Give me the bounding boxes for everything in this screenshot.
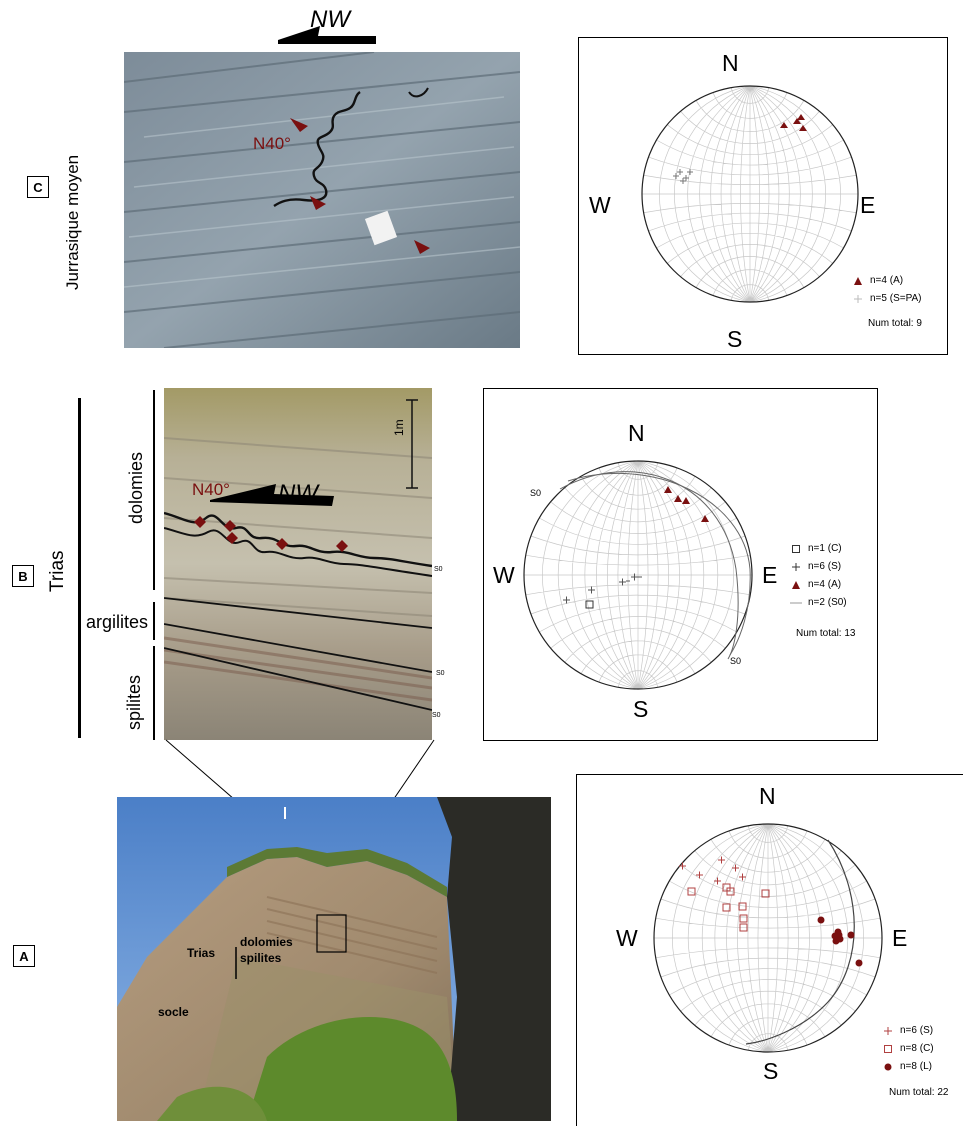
south-label-b: S [633, 696, 649, 722]
panel-b-label: B [12, 565, 34, 587]
total-c: Num total: 9 [868, 318, 922, 329]
axis-marker [682, 497, 690, 504]
lineation-marker [797, 114, 805, 120]
west-label-b: W [493, 562, 515, 588]
cross-icon [790, 563, 802, 571]
stereonet-frame-c [578, 37, 948, 355]
north-label-a: N [759, 783, 776, 809]
trias-unit-label: Trias [47, 550, 68, 592]
stereonet-grid [642, 85, 858, 303]
panel-a-label: A [13, 945, 35, 967]
cliff-photo-overview [117, 797, 551, 1121]
cross-icon [852, 295, 864, 303]
spilites-bracket [153, 646, 155, 740]
argilites-bracket [153, 602, 155, 640]
angle-label-b: N40° [192, 480, 230, 499]
triangle-icon [790, 581, 802, 589]
s0-label-1: S0 [434, 566, 443, 573]
dot-icon [882, 1063, 894, 1071]
cleavage-marker [726, 887, 735, 896]
square-icon [882, 1045, 894, 1053]
dolomies-bracket [153, 390, 155, 590]
south-label-a: S [763, 1058, 779, 1084]
outcrop-photo-jurassic [124, 52, 520, 348]
cleavage-marker [739, 923, 748, 932]
line-icon [790, 599, 802, 607]
angle-label-c: N40° [253, 134, 291, 153]
cleavage-marker [722, 903, 731, 912]
outcrop-photo-trias [164, 388, 432, 740]
stereonet-b [523, 460, 753, 690]
s0-label-2: S0 [436, 670, 445, 677]
east-label-b: E [762, 562, 778, 588]
argilites-label: argilites [86, 612, 149, 632]
cleavage-marker [687, 887, 696, 896]
scale-label: 1m [392, 419, 406, 436]
nw-direction-arrow [278, 26, 376, 44]
jurassic-unit-label: Jurrasique moyen [63, 154, 82, 290]
lineation-dot [817, 916, 825, 924]
east-label-c: E [860, 192, 876, 218]
s0-plane-label-top: S0 [530, 488, 542, 498]
s0-label-3: S0 [432, 712, 441, 719]
stereonet-grid [524, 460, 752, 690]
west-label-c: W [589, 192, 611, 218]
cleavage-marker [738, 902, 747, 911]
lineation-marker [780, 122, 788, 128]
axis-marker [701, 515, 709, 522]
legend-b: n=1 (C) n=6 (S) n=4 (A) n=2 (S0) [790, 540, 847, 612]
north-label-c: N [722, 50, 739, 76]
total-a: Num total: 22 [889, 1087, 949, 1098]
north-label-b: N [628, 420, 645, 446]
legend-a: n=6 (S) n=8 (C) n=8 (L) [882, 1022, 934, 1076]
stereonet-a [653, 823, 883, 1053]
south-label-c: S [727, 326, 743, 352]
axis-marker [674, 495, 682, 502]
square-icon [790, 545, 802, 553]
cleavage-marker [739, 914, 748, 923]
dolomies-photo-label: dolomies [240, 935, 293, 949]
east-label-a: E [892, 925, 908, 951]
stereonet-c [641, 85, 859, 303]
lineation-marker [793, 118, 801, 124]
trias-bracket [78, 398, 81, 738]
s0-plane-label-bottom: S0 [730, 656, 742, 666]
socle-photo-label: socle [158, 1005, 189, 1019]
nw-direction-label: NW [310, 6, 350, 33]
cleavage-marker [761, 889, 770, 898]
lineation-dot [847, 931, 855, 939]
west-label-a: W [616, 925, 638, 951]
nw-direction-label-b: NW [278, 480, 318, 507]
triangle-icon [852, 277, 864, 285]
stereonet-grid [654, 823, 882, 1053]
legend-c: n=4 (A) n=5 (S=PA) [852, 272, 922, 308]
stereonet-frame-b [483, 388, 878, 741]
trias-photo-label: Trias [187, 946, 216, 960]
lineation-dot [831, 932, 839, 940]
total-b: Num total: 13 [796, 628, 856, 639]
spilites-photo-label: spilites [240, 951, 282, 965]
dolomies-label: dolomies [126, 451, 146, 524]
cross-icon [882, 1027, 894, 1035]
spilites-label: spilites [124, 674, 144, 730]
pole-marker [585, 600, 594, 609]
lineation-dot [855, 959, 863, 967]
panel-c-label: C [27, 176, 49, 198]
axis-marker [664, 486, 672, 493]
lineation-marker [799, 125, 807, 131]
